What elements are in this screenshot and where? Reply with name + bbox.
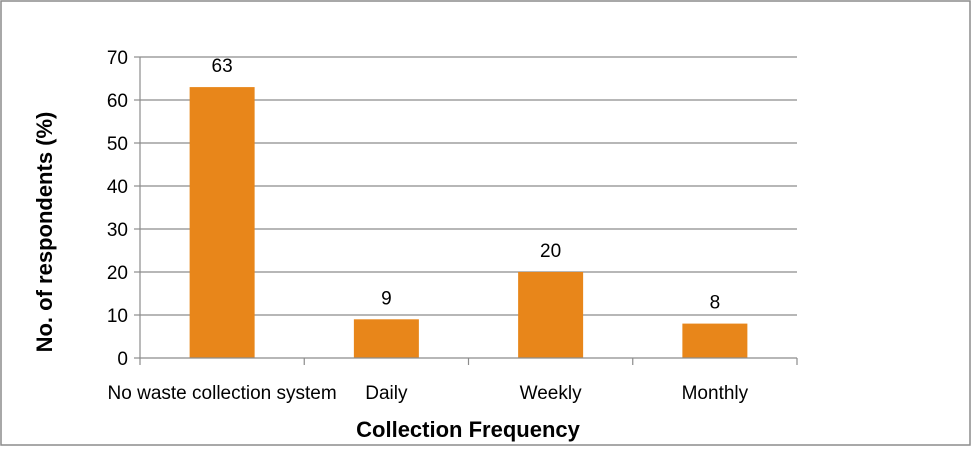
x-tick-label: Monthly [682, 383, 749, 404]
y-axis-title: No. of respondents (%) [32, 112, 57, 353]
axes [134, 56, 798, 365]
y-tick-label: 60 [107, 91, 128, 112]
y-tick-label: 20 [107, 263, 128, 284]
y-tick-label: 50 [107, 134, 128, 155]
x-tick-label: Weekly [520, 383, 582, 404]
bar [189, 87, 255, 358]
data-label: 9 [381, 288, 392, 309]
labels: 0 10 20 30 40 50 60 70 63 No waste collection sys… [107, 48, 749, 404]
data-label: 63 [212, 56, 233, 77]
bar [518, 272, 584, 358]
data-label: 8 [710, 293, 721, 314]
y-tick-label: 70 [107, 48, 128, 69]
x-tick-label: No waste collection system [108, 383, 337, 404]
bar [353, 319, 419, 358]
bar [682, 323, 748, 358]
x-axis-title: Collection Frequency [356, 417, 580, 442]
y-tick-label: 10 [107, 306, 128, 327]
y-tick-label: 30 [107, 220, 128, 241]
data-label: 20 [540, 241, 561, 262]
x-tick-label: Daily [365, 383, 408, 404]
y-tick-label: 40 [107, 177, 128, 198]
y-tick-label: 0 [117, 349, 128, 370]
bars [189, 87, 748, 358]
